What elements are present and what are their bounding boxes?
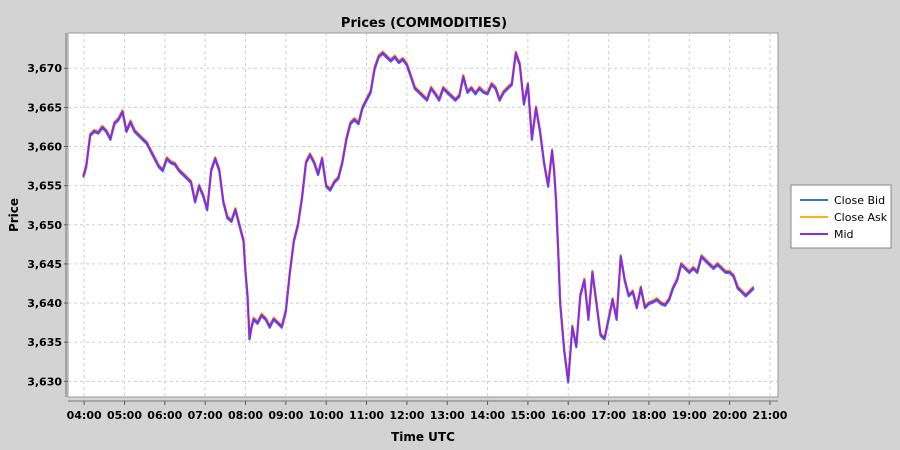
y-tick-label: 3,635 [27, 336, 62, 349]
x-tick-label: 15:00 [510, 409, 545, 422]
x-tick-label: 06:00 [147, 409, 182, 422]
x-tick-label: 21:00 [752, 409, 787, 422]
x-tick-label: 20:00 [712, 409, 747, 422]
x-tick-label: 14:00 [470, 409, 505, 422]
x-tick-label: 18:00 [631, 409, 666, 422]
x-tick-label: 19:00 [672, 409, 707, 422]
x-tick-label: 13:00 [430, 409, 465, 422]
series-mid [82, 51, 755, 383]
y-tick-label: 3,660 [27, 141, 62, 154]
y-tick-label: 3,650 [27, 219, 62, 232]
y-axis-label: Price [7, 198, 21, 232]
y-tick-label: 3,665 [27, 101, 62, 114]
x-tick-label: 17:00 [591, 409, 626, 422]
x-tick-label: 11:00 [349, 409, 384, 422]
axes: 3,630 3,635 3,640 3,645 3,650 3,655 3,660 3,665… [27, 33, 788, 422]
x-tick-label: 16:00 [551, 409, 586, 422]
x-tick-label: 04:00 [67, 409, 102, 422]
legend-label-close-bid: Close Bid [834, 194, 885, 207]
chart-title: Prices (COMMODITIES) [341, 16, 507, 31]
y-tick-label: 3,670 [27, 62, 62, 75]
legend: Close Bid Close Ask Mid [790, 184, 892, 249]
x-tick-label: 05:00 [107, 409, 142, 422]
legend-label-close-ask: Close Ask [834, 211, 888, 224]
x-axis-label: Time UTC [391, 430, 455, 444]
x-tick-label: 12:00 [389, 409, 424, 422]
y-tick-label: 3,640 [27, 297, 62, 310]
y-tick-label: 3,655 [27, 180, 62, 193]
y-tick-label: 3,630 [27, 375, 62, 388]
x-tick-label: 10:00 [309, 409, 344, 422]
legend-label-mid: Mid [834, 228, 854, 241]
series-layer [82, 50, 755, 384]
x-tick-label: 08:00 [228, 409, 263, 422]
x-tick-label: 07:00 [188, 409, 223, 422]
x-tick-label: 09:00 [268, 409, 303, 422]
y-tick-label: 3,645 [27, 258, 62, 271]
